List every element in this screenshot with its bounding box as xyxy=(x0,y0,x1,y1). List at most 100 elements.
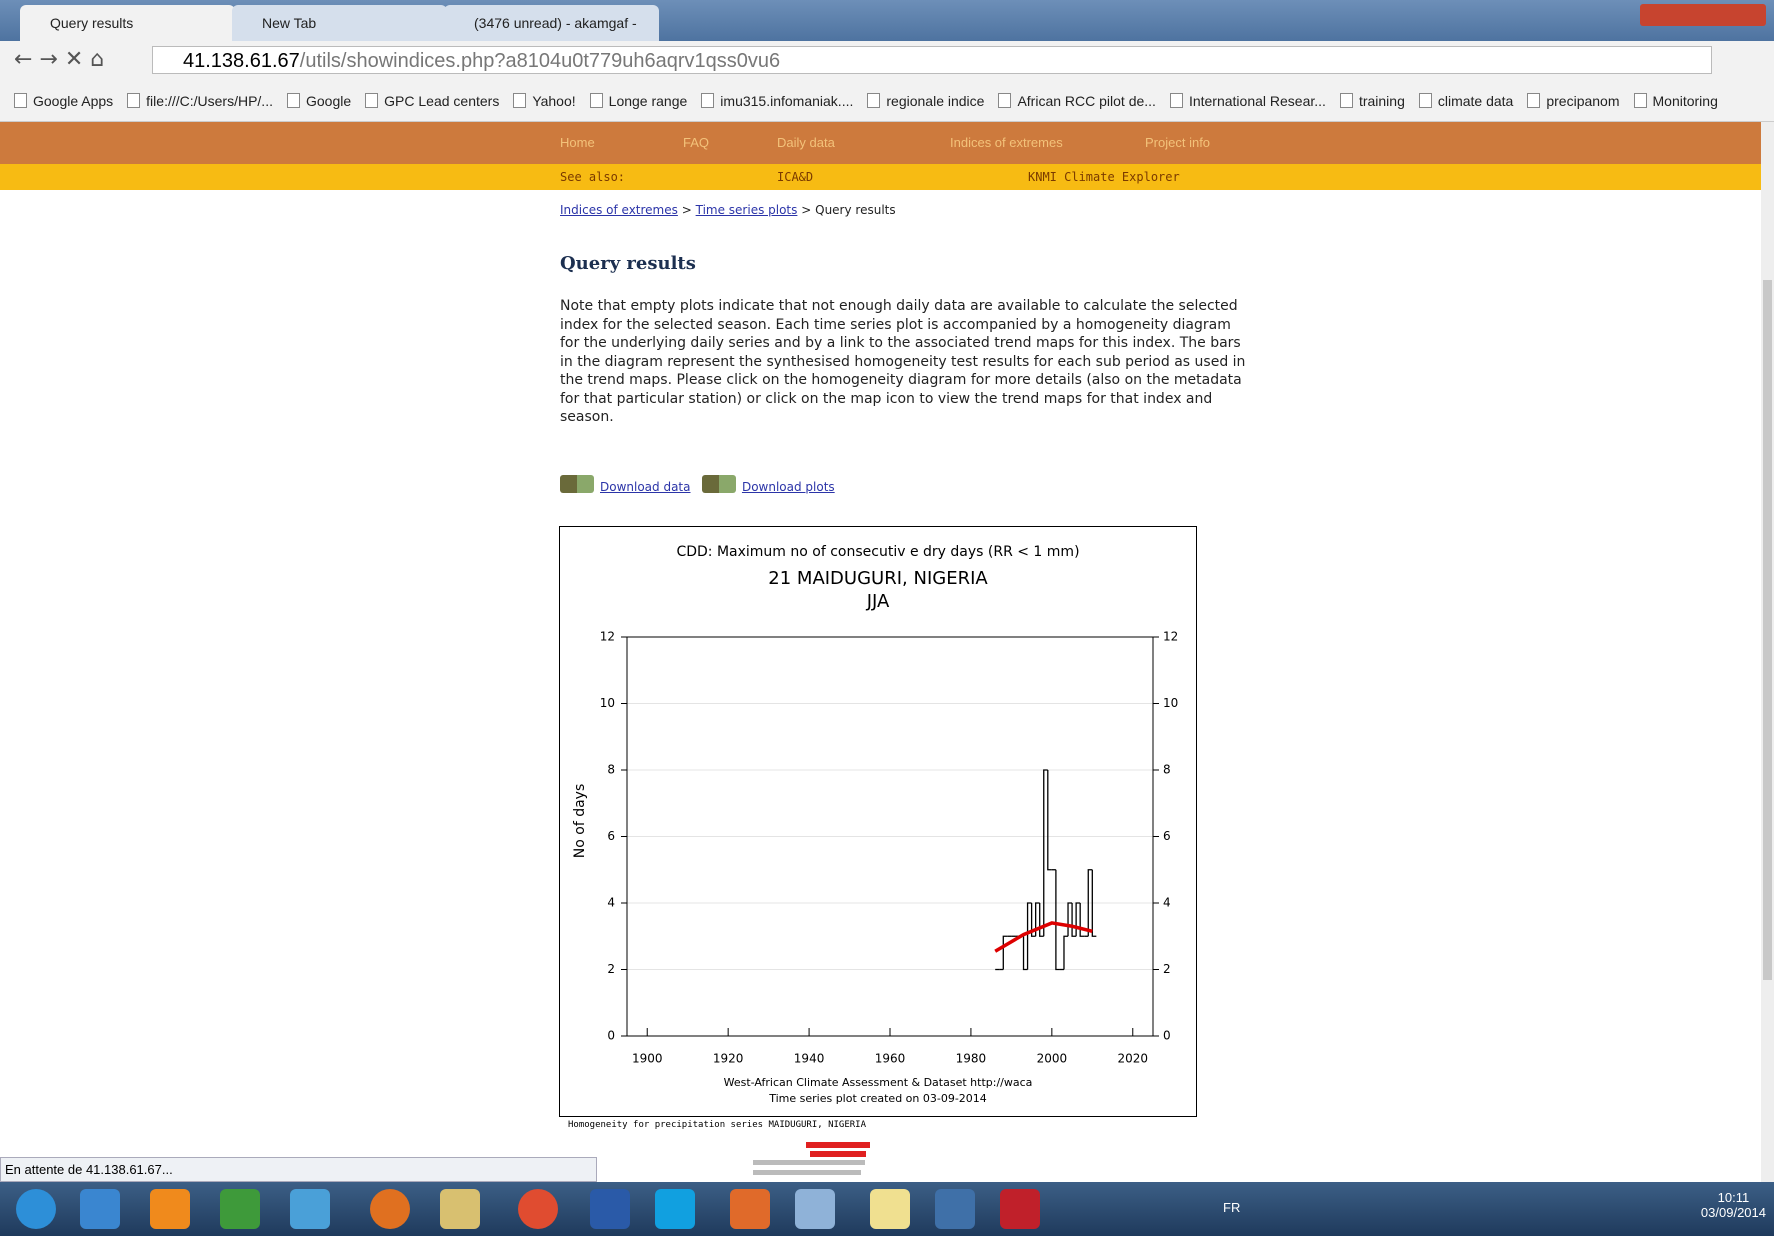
heading: Query results xyxy=(560,253,696,274)
nav-link[interactable]: Home xyxy=(560,135,595,150)
window-controls[interactable] xyxy=(1640,4,1766,26)
homogeneity-bar[interactable] xyxy=(806,1142,870,1148)
crumb-link[interactable]: Indices of extremes xyxy=(560,203,678,217)
paragraph: Note that empty plots indicate that not … xyxy=(560,297,1250,427)
crumb-link[interactable]: Time series plots xyxy=(696,203,798,217)
x-tick-label: 2020 xyxy=(1117,1052,1148,1066)
homogeneity-caption: Homogeneity for precipitation series MAI… xyxy=(568,1120,866,1130)
x-tick-label: 1940 xyxy=(794,1052,825,1066)
taskbar-icon[interactable] xyxy=(370,1189,410,1229)
y-tick-label: 10 xyxy=(600,696,615,710)
url-box[interactable]: 41.138.61.67/utils/showindices.php?a8104… xyxy=(152,46,1712,74)
bookmark[interactable]: precipanom xyxy=(1527,93,1619,109)
step xyxy=(1048,770,1052,870)
crumb-current: Query results xyxy=(815,203,895,217)
language[interactable]: FR xyxy=(1223,1200,1240,1215)
see-also-label: See also: xyxy=(560,170,625,184)
chart-frame: CDD: Maximum no of consecutiv e dry days… xyxy=(559,526,1197,1117)
crumb-sep: > xyxy=(682,203,692,217)
y2-tick-label: 0 xyxy=(1163,1029,1171,1043)
bookmark[interactable]: International Resear... xyxy=(1170,93,1326,109)
x-tick-label: 2000 xyxy=(1037,1052,1068,1066)
y2-tick-label: 2 xyxy=(1163,962,1171,976)
taskbar-icon[interactable] xyxy=(290,1189,330,1229)
chart-season: JJA xyxy=(866,591,890,612)
x-tick-label: 1920 xyxy=(713,1052,744,1066)
taskbar-icon[interactable] xyxy=(1000,1189,1040,1229)
y-tick-label: 4 xyxy=(607,896,615,910)
taskbar-icon[interactable] xyxy=(795,1189,835,1229)
url-path: /utils/showindices.php?a8104u0t779uh6aqr… xyxy=(300,50,780,72)
taskbar-icon[interactable] xyxy=(590,1189,630,1229)
taskbar-icon[interactable] xyxy=(730,1189,770,1229)
trend-line xyxy=(995,923,1092,951)
bookmark[interactable]: Yahoo! xyxy=(513,93,575,109)
bookmark[interactable]: imu315.infomaniak.... xyxy=(701,93,853,109)
crumb-sep: > xyxy=(801,203,811,217)
step xyxy=(1003,936,1007,969)
page: Query results {"browser": { "tabs": ["Qu… xyxy=(0,0,1774,1236)
bookmark[interactable]: Longe range xyxy=(590,93,688,109)
taskbar-icon[interactable] xyxy=(440,1189,480,1229)
url-host: 41.138.61.67 xyxy=(183,50,300,72)
y-tick-label: 8 xyxy=(607,763,615,777)
y2-tick-label: 4 xyxy=(1163,896,1171,910)
bookmark[interactable]: African RCC pilot de... xyxy=(998,93,1156,109)
y-axis-label: No of days xyxy=(572,784,588,858)
bookmark[interactable]: Google Apps xyxy=(14,93,113,109)
step xyxy=(1080,903,1084,936)
taskbar-icon[interactable] xyxy=(518,1189,558,1229)
address-bar: ← → ✕ ⌂ 41.138.61.67/utils/showindices.p… xyxy=(0,41,1774,81)
taskbar-icon[interactable] xyxy=(80,1189,120,1229)
bookmark[interactable]: regionale indice xyxy=(867,93,984,109)
download-link[interactable]: Download plots xyxy=(742,480,835,494)
tab[interactable]: New Tab xyxy=(232,5,447,41)
taskbar-icon[interactable] xyxy=(870,1189,910,1229)
download-links: Download data Download plots xyxy=(560,475,835,494)
chart-footnote: Time series plot created on 03-09-2014 xyxy=(768,1092,987,1105)
y-tick-label: 0 xyxy=(607,1029,615,1043)
download-link[interactable]: Download data xyxy=(600,480,691,494)
y2-tick-label: 12 xyxy=(1163,630,1178,644)
nav-link[interactable]: FAQ xyxy=(683,135,709,150)
bookmark[interactable]: GPC Lead centers xyxy=(365,93,499,109)
bookmark[interactable]: climate data xyxy=(1419,93,1513,109)
tab[interactable]: Query results xyxy=(20,5,235,41)
taskbar-icon[interactable] xyxy=(150,1189,190,1229)
start-button[interactable] xyxy=(16,1189,56,1229)
homogeneity-bar[interactable] xyxy=(753,1170,861,1175)
nav-buttons[interactable]: ← → ✕ ⌂ xyxy=(14,47,104,72)
x-tick-label: 1980 xyxy=(956,1052,987,1066)
see-also-link[interactable]: ICA&D xyxy=(777,170,813,184)
y2-tick-label: 6 xyxy=(1163,829,1171,843)
y2-tick-label: 8 xyxy=(1163,763,1171,777)
taskbar-icon[interactable] xyxy=(655,1189,695,1229)
chart-title: CDD: Maximum no of consecutiv e dry days… xyxy=(676,544,1079,560)
y-tick-label: 2 xyxy=(607,962,615,976)
chart-subtitle: 21 MAIDUGURI, NIGERIA xyxy=(768,568,988,589)
nav-link[interactable]: Project info xyxy=(1145,135,1210,150)
bookmark[interactable]: file:///C:/Users/HP/... xyxy=(127,93,273,109)
step xyxy=(1056,870,1060,970)
x-tick-label: 1900 xyxy=(632,1052,663,1066)
nav-link[interactable]: Daily data xyxy=(777,135,835,150)
taskbar-icon[interactable] xyxy=(935,1189,975,1229)
homogeneity-bar[interactable] xyxy=(753,1160,865,1165)
date: 03/09/2014 xyxy=(1701,1205,1766,1220)
bookmark[interactable]: training xyxy=(1340,93,1405,109)
chart: CDD: Maximum no of consecutiv e dry days… xyxy=(560,527,1196,1116)
site-nav: Home FAQ Daily data Indices of extremes Proj… xyxy=(0,122,1761,164)
bookmark[interactable]: Monitoring xyxy=(1634,93,1718,109)
y-tick-label: 12 xyxy=(600,630,615,644)
taskbar-icon[interactable] xyxy=(220,1189,260,1229)
nav-link[interactable]: Indices of extremes xyxy=(950,135,1063,150)
x-tick-label: 1960 xyxy=(875,1052,906,1066)
y2-tick-label: 10 xyxy=(1163,696,1178,710)
bookmark[interactable]: Google xyxy=(287,93,351,109)
see-also-link[interactable]: KNMI Climate Explorer xyxy=(1028,170,1180,184)
step xyxy=(1064,936,1068,969)
homogeneity-bar[interactable] xyxy=(810,1151,866,1157)
scroll-thumb[interactable] xyxy=(1763,280,1772,980)
tab[interactable]: (3476 unread) - akamgaf - xyxy=(444,5,659,41)
